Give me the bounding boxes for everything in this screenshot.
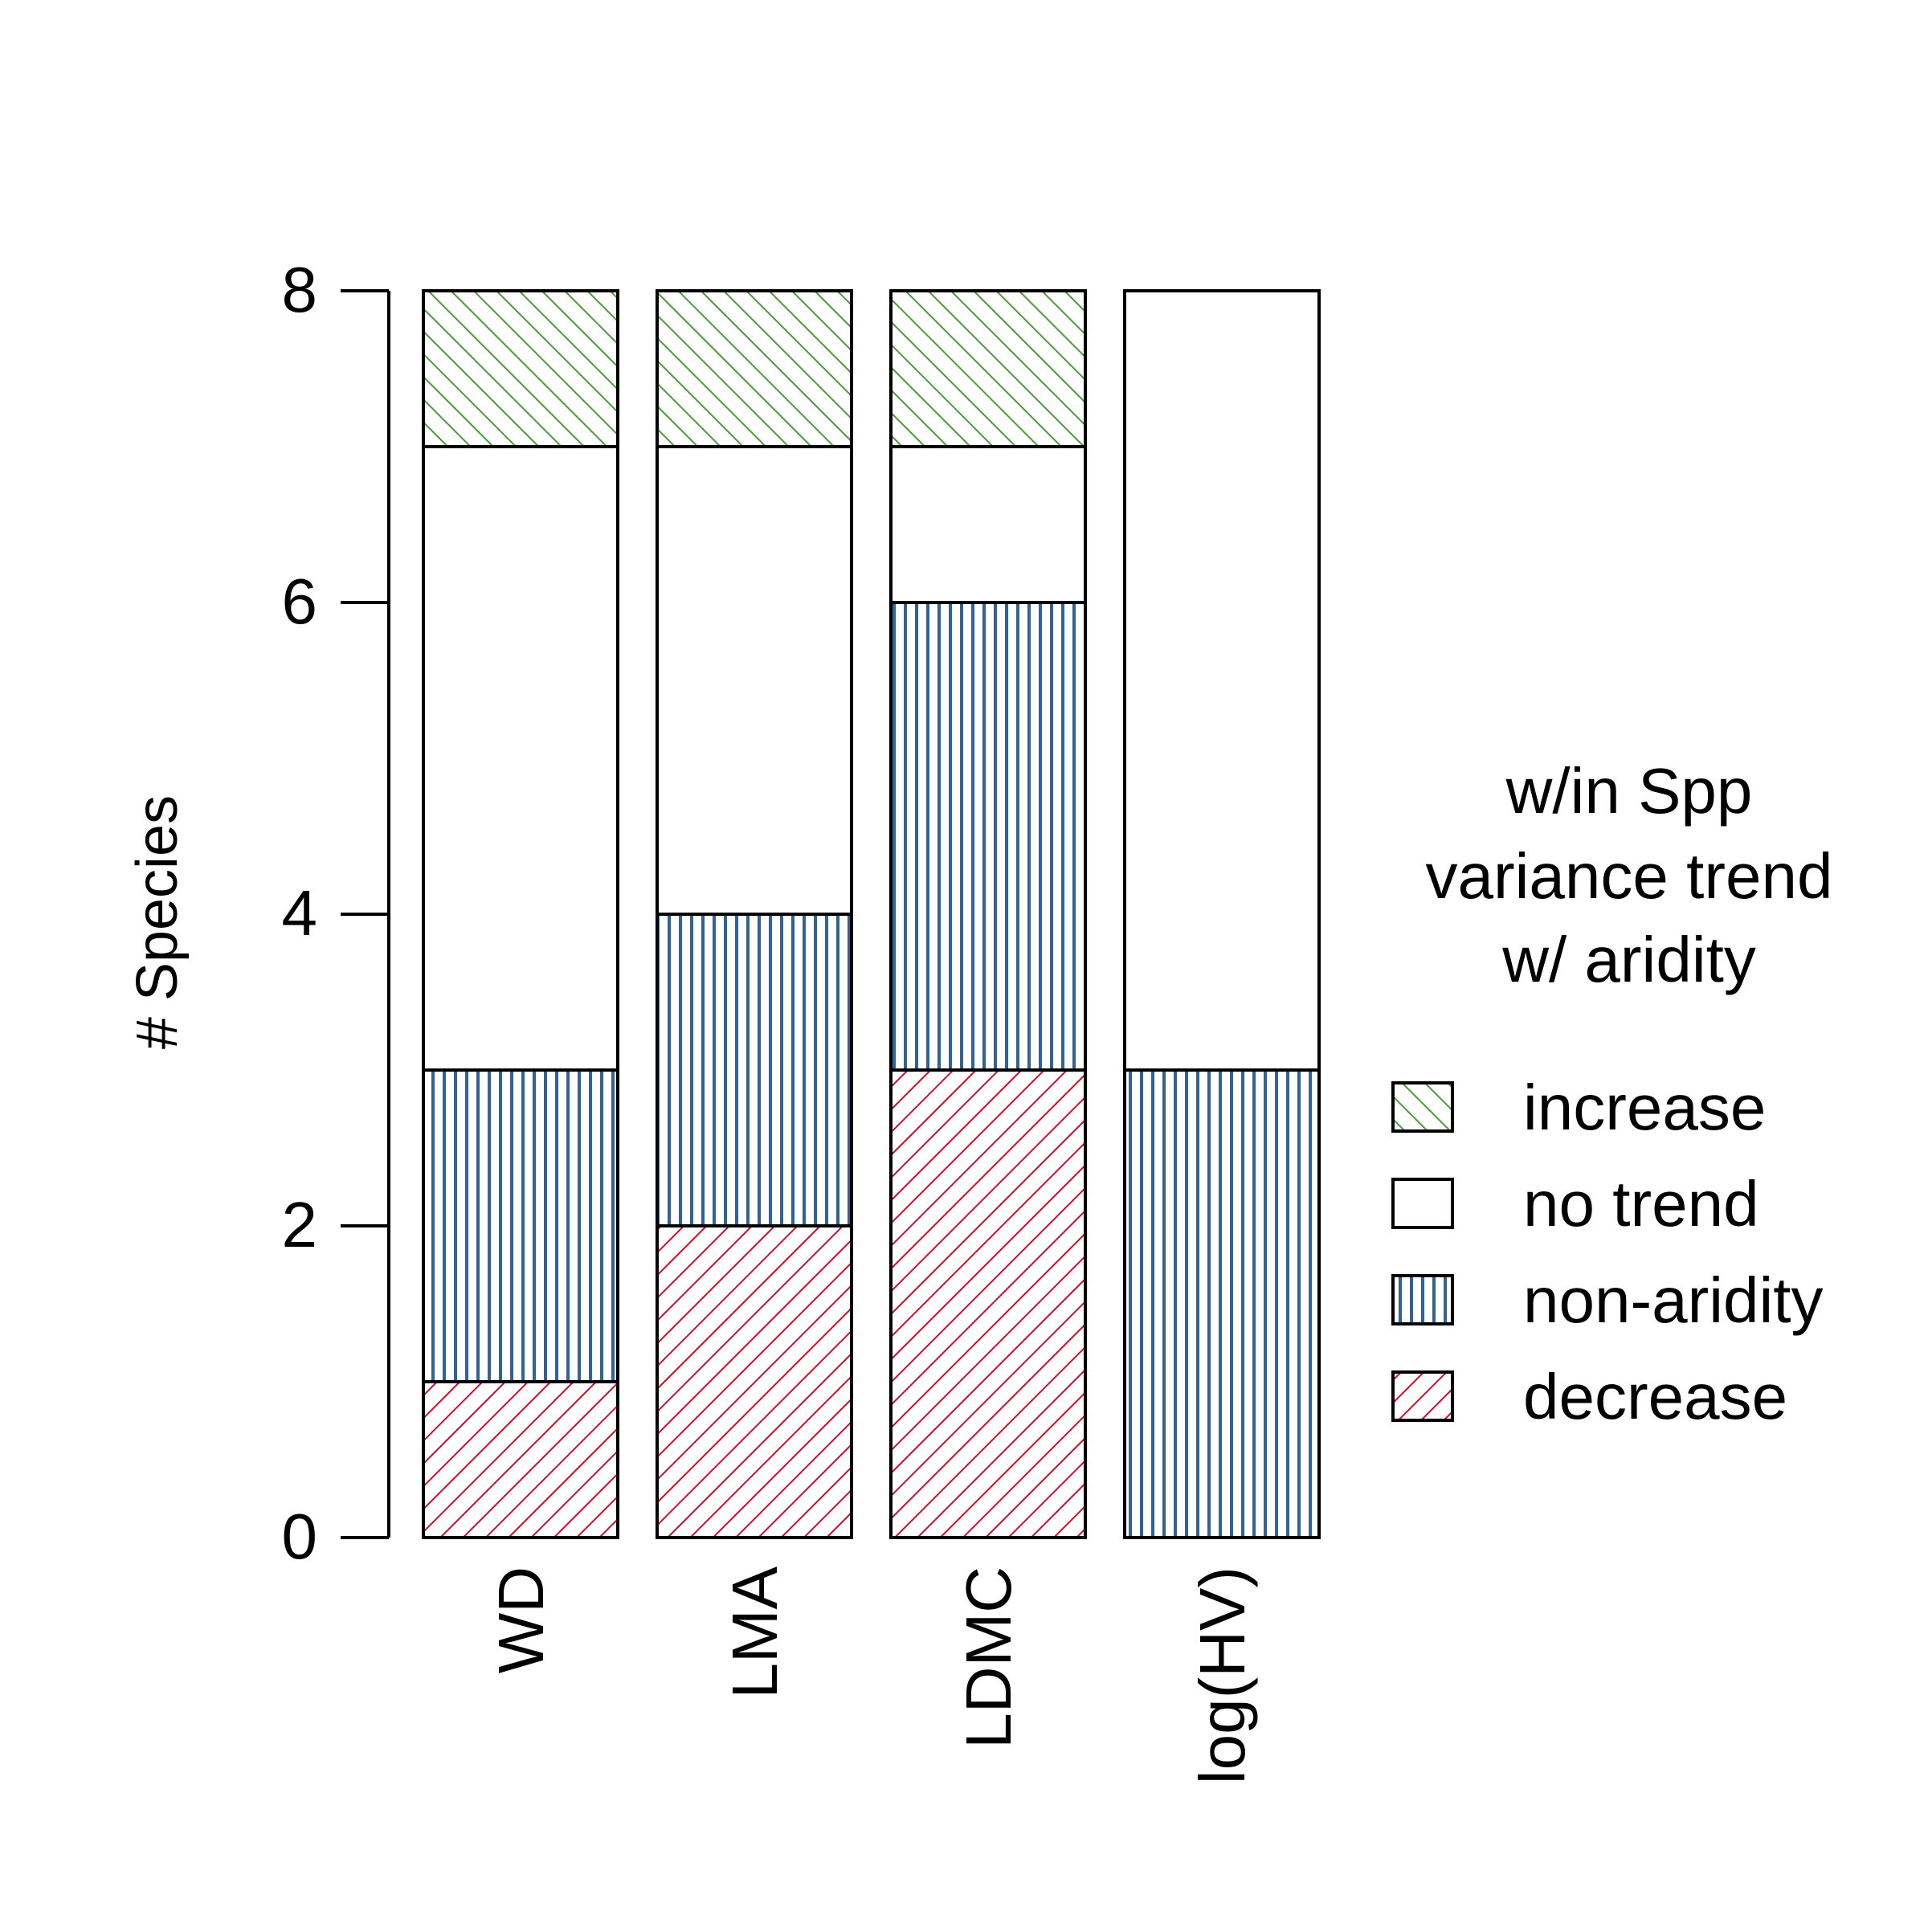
legend-swatch-increase: [1391, 1081, 1454, 1133]
bars-group: [422, 289, 1321, 1539]
bar-segment-ldmc-increase: [889, 289, 1087, 448]
bar-segment-wd-decrease: [422, 1380, 619, 1539]
bar-segment-log-hv-non-aridity: [1123, 1068, 1321, 1539]
legend-swatch-decrease: [1391, 1370, 1454, 1422]
x-axis-labels: WD LMA LDMC log(HV): [485, 1566, 1258, 1784]
y-axis: 0 2 4 6 8: [282, 254, 390, 1572]
bar-segment-lma-increase: [656, 289, 853, 448]
y-tick-label: 4: [282, 877, 318, 949]
x-tick-label-wd: WD: [485, 1566, 557, 1673]
y-axis-label: # Species: [125, 795, 190, 1049]
x-tick-label-ldmc: LDMC: [953, 1566, 1024, 1749]
bar-segment-ldmc-no-trend: [889, 445, 1087, 604]
y-tick-label: 6: [282, 566, 318, 637]
bar-segment-wd-no-trend: [422, 445, 619, 1072]
y-tick-label: 2: [282, 1189, 318, 1260]
legend-label-decrease: decrease: [1523, 1361, 1787, 1432]
legend-title-line: w/in Spp: [1505, 755, 1753, 827]
bar-segment-log-hv-no-trend: [1123, 289, 1321, 1072]
legend-label-non-aridity: non-aridity: [1523, 1264, 1824, 1336]
bar-segment-ldmc-non-aridity: [889, 601, 1087, 1072]
legend-label-increase: increase: [1523, 1072, 1766, 1143]
legend-swatch-non-aridity: [1391, 1274, 1454, 1325]
legend-swatch-no-trend: [1391, 1178, 1454, 1229]
bar-segment-lma-no-trend: [656, 445, 853, 916]
legend-label-no-trend: no trend: [1523, 1168, 1759, 1240]
x-tick-label-lma: LMA: [719, 1566, 790, 1698]
bar-segment-lma-decrease: [656, 1224, 853, 1539]
bar-segment-ldmc-decrease: [889, 1068, 1087, 1539]
legend: w/in Spp variance trend w/ aridity increase…: [1391, 755, 1833, 1432]
legend-title-line: variance trend: [1426, 840, 1833, 912]
bar-segment-wd-non-aridity: [422, 1068, 619, 1383]
legend-title-line: w/ aridity: [1501, 924, 1756, 995]
y-tick-label: 0: [282, 1501, 318, 1572]
x-tick-label-log-hv: log(HV): [1187, 1566, 1258, 1784]
y-tick-label: 8: [282, 254, 318, 325]
bar-segment-wd-increase: [422, 289, 619, 448]
bar-segment-lma-non-aridity: [656, 913, 853, 1227]
